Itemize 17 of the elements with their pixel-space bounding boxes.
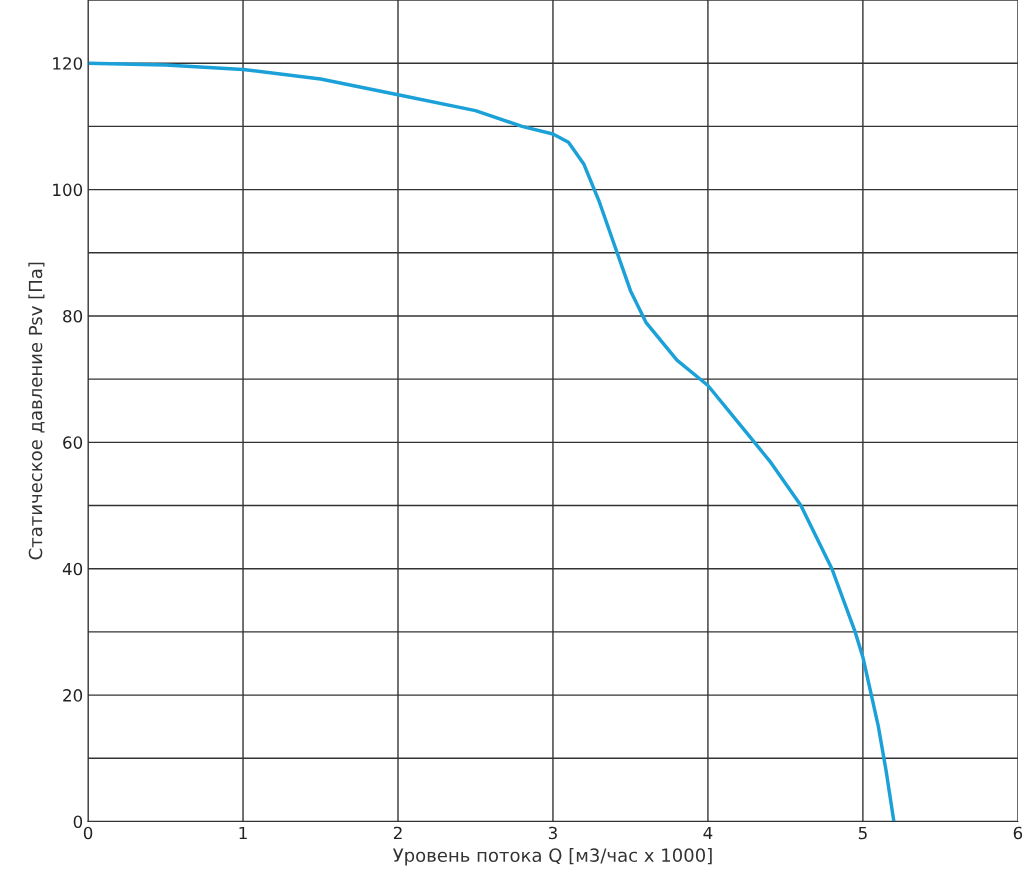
x-tick-label: 4 (703, 826, 713, 840)
x-tick-label: 1 (239, 826, 247, 840)
y-tick-label: 80 (63, 309, 83, 323)
y-tick-label: 60 (63, 436, 83, 449)
y-tick-label: 100 (53, 183, 83, 197)
y-tick-label: 120 (53, 57, 83, 70)
line-series (88, 61, 896, 822)
y-tick-label: 40 (62, 562, 83, 576)
y-tick-label: 0 (73, 815, 83, 829)
x-tick-label: 5 (858, 826, 867, 840)
x-tick-label: 3 (548, 826, 557, 840)
y-tick-label: 20 (63, 689, 83, 702)
y-axis-title: Статическое давление Psv [Па] (28, 262, 45, 560)
x-tick-label: 0 (83, 826, 93, 840)
x-tick-label: 6 (1013, 826, 1023, 840)
x-axis-title: Уровень потока Q [м3/час x 1000] (392, 848, 712, 866)
x-tick-label: 2 (393, 826, 402, 840)
